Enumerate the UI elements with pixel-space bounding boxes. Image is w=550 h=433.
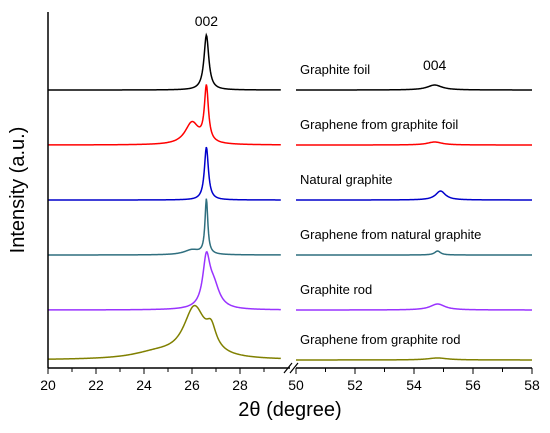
axis-break-mark-2	[289, 362, 299, 374]
series-layer	[47, 32, 533, 361]
series-label: Graphite rod	[300, 282, 372, 297]
peak-label: 004	[423, 57, 447, 73]
series-line	[296, 303, 532, 311]
x-tick-label: 20	[40, 377, 56, 393]
axis-break-mark-1	[283, 362, 293, 374]
series-line	[296, 141, 532, 146]
x-tick-label: 22	[88, 377, 104, 393]
x-tick-label: 24	[136, 377, 152, 393]
labels-layer: Graphite foil Graphene from graphite foil…	[195, 13, 482, 347]
x-tick-label: 26	[184, 377, 200, 393]
x-tick-label: 54	[406, 377, 422, 393]
x-tick-label: 28	[232, 377, 248, 393]
peak-label: 002	[195, 13, 219, 29]
series-line	[48, 32, 281, 91]
x-tick-label: 58	[524, 377, 540, 393]
series-label: Graphene from graphite rod	[300, 332, 460, 347]
ticks-layer: 20 22 24 26 28 50 52 54 56 58	[40, 368, 540, 393]
series-line	[296, 357, 533, 361]
x-tick-label: 56	[465, 377, 481, 393]
x-tick-label: 52	[347, 377, 363, 393]
series-label: Natural graphite	[300, 172, 393, 187]
series-line	[48, 250, 281, 311]
series-line	[48, 198, 281, 256]
series-label: Graphene from natural graphite	[300, 227, 481, 242]
series-label: Graphene from graphite foil	[300, 117, 458, 132]
series-line	[47, 304, 281, 360]
series-line	[296, 84, 532, 91]
series-line	[48, 146, 281, 201]
series-line	[296, 190, 532, 201]
y-axis-title: Intensity (a.u.)	[7, 127, 29, 254]
series-line	[48, 84, 281, 146]
series-label: Graphite foil	[300, 62, 370, 77]
axes-layer	[47, 12, 532, 374]
x-axis-title: 2θ (degree)	[238, 399, 341, 421]
series-line	[296, 250, 532, 256]
x-tick-label: 50	[288, 377, 304, 393]
